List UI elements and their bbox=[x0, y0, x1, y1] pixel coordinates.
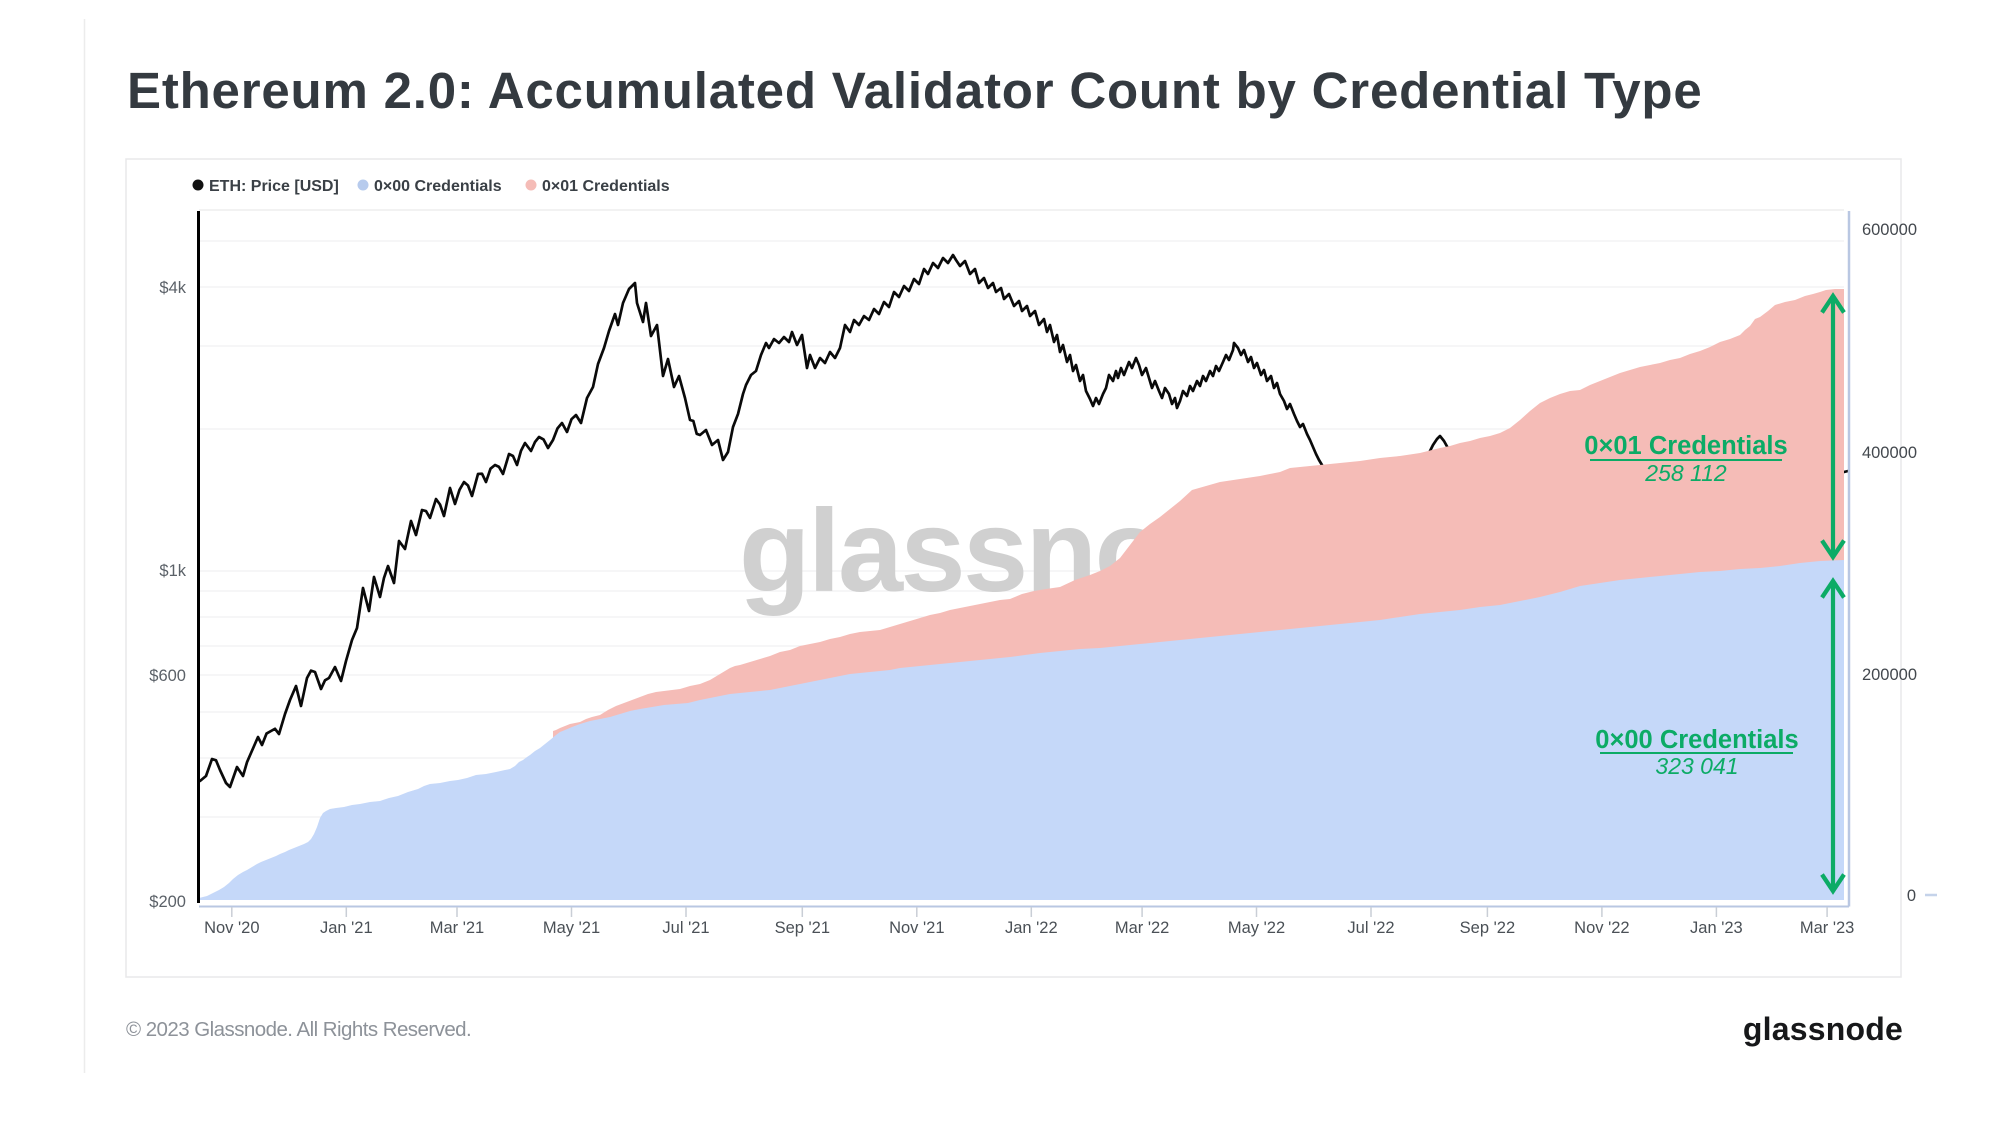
svg-text:Jan '22: Jan '22 bbox=[1005, 919, 1058, 937]
svg-text:$600: $600 bbox=[149, 667, 186, 685]
svg-text:Mar '21: Mar '21 bbox=[430, 919, 485, 937]
svg-text:Mar '23: Mar '23 bbox=[1800, 919, 1855, 937]
svg-text:Nov '22: Nov '22 bbox=[1574, 919, 1629, 937]
svg-text:Jul '22: Jul '22 bbox=[1347, 919, 1394, 937]
svg-text:Jul '21: Jul '21 bbox=[662, 919, 709, 937]
svg-text:Ethereum 2.0: Accumulated Vali: Ethereum 2.0: Accumulated Validator Coun… bbox=[127, 62, 1702, 119]
svg-text:Sep '21: Sep '21 bbox=[775, 919, 830, 937]
svg-text:glassnode: glassnode bbox=[1743, 1011, 1903, 1047]
svg-text:0×00 Credentials: 0×00 Credentials bbox=[374, 178, 502, 195]
svg-text:$1k: $1k bbox=[159, 562, 186, 580]
svg-text:0×00 Credentials: 0×00 Credentials bbox=[1595, 726, 1798, 754]
svg-text:Mar '22: Mar '22 bbox=[1115, 919, 1170, 937]
svg-text:May '22: May '22 bbox=[1228, 919, 1285, 937]
svg-text:Nov '20: Nov '20 bbox=[204, 919, 259, 937]
svg-text:0: 0 bbox=[1907, 887, 1916, 905]
svg-text:May '21: May '21 bbox=[543, 919, 600, 937]
svg-text:0×01 Credentials: 0×01 Credentials bbox=[1584, 432, 1787, 460]
svg-text:0×01 Credentials: 0×01 Credentials bbox=[542, 178, 670, 195]
svg-text:Sep '22: Sep '22 bbox=[1460, 919, 1515, 937]
svg-text:$4k: $4k bbox=[159, 279, 186, 297]
svg-text:Jan '21: Jan '21 bbox=[320, 919, 373, 937]
svg-text:200000: 200000 bbox=[1862, 666, 1917, 684]
svg-text:600000: 600000 bbox=[1862, 221, 1917, 239]
svg-text:© 2023 Glassnode. All Rights R: © 2023 Glassnode. All Rights Reserved. bbox=[126, 1018, 471, 1041]
svg-text:323 041: 323 041 bbox=[1655, 753, 1738, 779]
svg-text:Jan '23: Jan '23 bbox=[1690, 919, 1743, 937]
svg-text:ETH: Price [USD]: ETH: Price [USD] bbox=[209, 178, 339, 195]
svg-text:$200: $200 bbox=[149, 893, 186, 911]
svg-text:258 112: 258 112 bbox=[1644, 460, 1727, 486]
svg-text:400000: 400000 bbox=[1862, 444, 1917, 462]
svg-text:Nov '21: Nov '21 bbox=[889, 919, 944, 937]
